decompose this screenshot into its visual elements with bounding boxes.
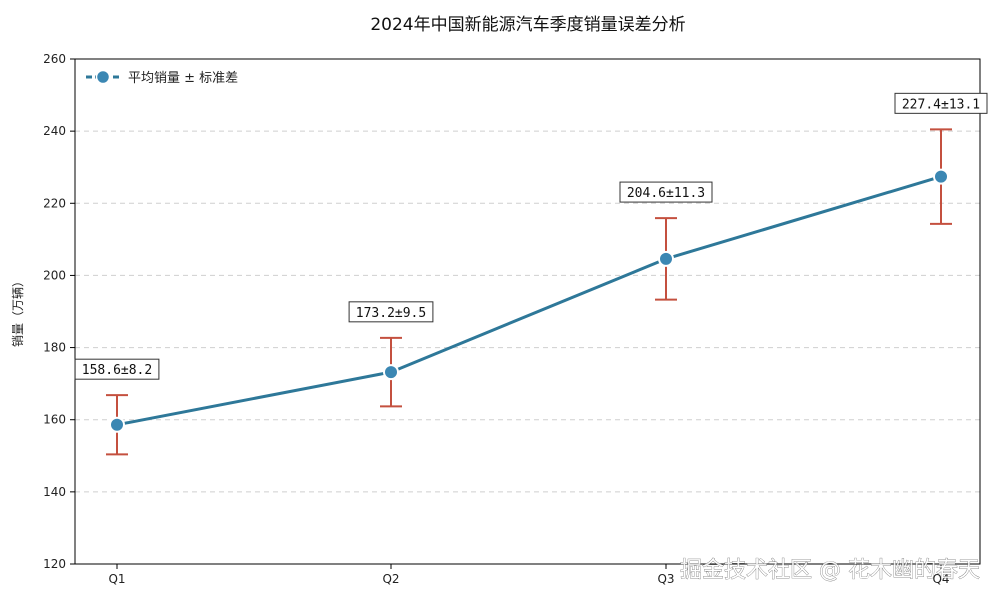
x-tick-label: Q3	[657, 572, 674, 586]
data-point	[933, 168, 949, 185]
x-axis: Q1 Q2 Q3 Q4	[108, 564, 950, 586]
data-labels: 158.6±8.2 173.2±9.5 204.6±11.3 227.4±13.1	[74, 92, 988, 380]
data-point	[658, 250, 674, 267]
data-label-box	[619, 181, 713, 203]
data-label: 158.6±8.2	[82, 363, 152, 378]
data-label: 204.6±11.3	[627, 186, 705, 201]
grid	[75, 130, 980, 493]
data-point	[383, 364, 399, 381]
y-axis: 120 140 160 180 200 220 240 260	[43, 52, 75, 571]
y-tick-label: 120	[43, 557, 66, 571]
y-axis-label: 销量（万辆）	[11, 275, 25, 347]
y-tick-label: 200	[43, 268, 66, 282]
series-line	[116, 175, 942, 427]
x-tick-label: Q4	[932, 572, 949, 586]
data-point	[109, 416, 125, 433]
data-label-box	[74, 358, 160, 380]
y-tick-label: 240	[43, 124, 66, 138]
legend-marker-swatch	[95, 69, 111, 85]
data-label-box	[348, 301, 434, 323]
plot-frame	[74, 58, 981, 565]
x-tick-label: Q2	[382, 572, 399, 586]
y-tick-label: 140	[43, 485, 66, 499]
y-tick-label: 260	[43, 52, 66, 66]
x-tick-label: Q1	[108, 572, 125, 586]
watermark: 掘金技术社区 @ 花木幽的春天	[680, 558, 980, 583]
y-tick-label: 220	[43, 196, 66, 210]
y-tick-label: 160	[43, 413, 66, 427]
data-label: 173.2±9.5	[356, 306, 426, 321]
y-tick-label: 180	[43, 341, 66, 355]
chart-title: 2024年中国新能源汽车季度销量误差分析	[370, 15, 685, 35]
legend-label: 平均销量 ± 标准差	[128, 71, 238, 86]
data-label: 227.4±13.1	[902, 97, 980, 112]
legend: 平均销量 ± 标准差	[86, 69, 238, 86]
data-label-box	[894, 92, 988, 114]
series-layer	[106, 128, 952, 456]
